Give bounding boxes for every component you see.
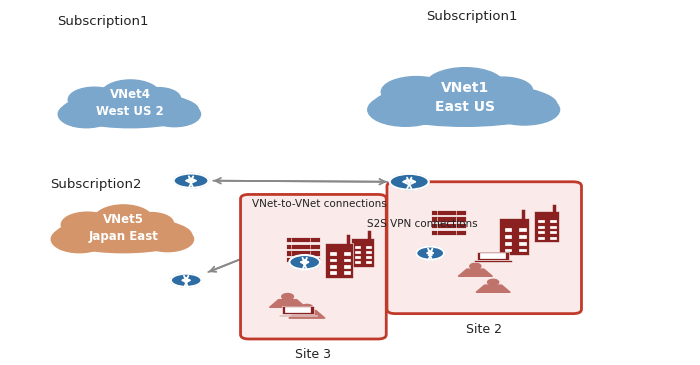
FancyBboxPatch shape (534, 211, 559, 242)
FancyBboxPatch shape (330, 272, 337, 275)
FancyBboxPatch shape (477, 251, 509, 260)
Text: Subscription1: Subscription1 (426, 10, 518, 23)
FancyBboxPatch shape (366, 261, 372, 264)
FancyBboxPatch shape (538, 231, 545, 234)
FancyBboxPatch shape (330, 259, 337, 262)
FancyBboxPatch shape (351, 238, 374, 267)
FancyBboxPatch shape (344, 265, 351, 269)
FancyBboxPatch shape (330, 253, 337, 256)
FancyBboxPatch shape (519, 242, 527, 246)
FancyBboxPatch shape (431, 216, 466, 222)
Ellipse shape (289, 255, 320, 269)
FancyBboxPatch shape (286, 250, 321, 255)
Ellipse shape (174, 173, 209, 188)
Ellipse shape (136, 88, 181, 109)
Text: VNet5
Japan East: VNet5 Japan East (88, 213, 158, 243)
FancyBboxPatch shape (505, 242, 512, 246)
Text: Subscription1: Subscription1 (57, 15, 148, 28)
FancyBboxPatch shape (344, 259, 351, 262)
Ellipse shape (68, 87, 120, 112)
FancyBboxPatch shape (538, 237, 545, 240)
Ellipse shape (62, 92, 199, 128)
FancyBboxPatch shape (499, 218, 529, 256)
FancyBboxPatch shape (480, 253, 506, 259)
FancyBboxPatch shape (325, 242, 354, 278)
Ellipse shape (62, 212, 113, 237)
Ellipse shape (390, 174, 429, 190)
FancyBboxPatch shape (519, 228, 527, 232)
Ellipse shape (473, 77, 533, 104)
Ellipse shape (93, 205, 153, 236)
FancyBboxPatch shape (519, 235, 527, 239)
FancyBboxPatch shape (355, 251, 360, 254)
Ellipse shape (416, 246, 444, 260)
FancyBboxPatch shape (286, 237, 321, 242)
FancyBboxPatch shape (550, 220, 556, 223)
Ellipse shape (382, 77, 452, 107)
Ellipse shape (51, 226, 107, 253)
FancyBboxPatch shape (519, 249, 527, 253)
Text: VNet-to-VNet connections: VNet-to-VNet connections (253, 199, 387, 209)
FancyBboxPatch shape (279, 315, 316, 316)
FancyBboxPatch shape (387, 182, 582, 314)
FancyBboxPatch shape (550, 237, 556, 240)
Ellipse shape (141, 227, 194, 251)
FancyBboxPatch shape (286, 244, 321, 249)
FancyBboxPatch shape (505, 235, 512, 239)
Ellipse shape (148, 102, 200, 127)
Polygon shape (270, 300, 306, 307)
Text: VNet4
West US 2: VNet4 West US 2 (97, 88, 164, 118)
FancyBboxPatch shape (241, 195, 386, 339)
Circle shape (281, 293, 293, 300)
FancyBboxPatch shape (431, 210, 466, 215)
Circle shape (470, 263, 481, 269)
FancyBboxPatch shape (330, 265, 337, 269)
Ellipse shape (373, 83, 557, 126)
Circle shape (301, 304, 313, 311)
FancyBboxPatch shape (282, 306, 314, 314)
FancyBboxPatch shape (431, 223, 466, 228)
FancyBboxPatch shape (366, 246, 372, 249)
Ellipse shape (58, 101, 114, 128)
Ellipse shape (489, 95, 559, 125)
Ellipse shape (171, 274, 202, 287)
Text: Site 3: Site 3 (295, 348, 331, 361)
Text: S2S VPN connections: S2S VPN connections (368, 219, 478, 229)
Ellipse shape (424, 68, 505, 106)
Polygon shape (458, 269, 492, 276)
Ellipse shape (368, 93, 443, 126)
FancyBboxPatch shape (355, 261, 360, 264)
Text: Subscription2: Subscription2 (50, 178, 141, 191)
Circle shape (487, 279, 498, 285)
FancyBboxPatch shape (344, 272, 351, 275)
FancyBboxPatch shape (550, 226, 556, 229)
Ellipse shape (100, 80, 160, 111)
Polygon shape (289, 311, 325, 318)
FancyBboxPatch shape (538, 226, 545, 229)
Text: Site 2: Site 2 (466, 323, 502, 336)
FancyBboxPatch shape (355, 256, 360, 259)
Polygon shape (476, 285, 510, 292)
FancyBboxPatch shape (475, 260, 512, 262)
FancyBboxPatch shape (366, 251, 372, 254)
Ellipse shape (130, 212, 174, 234)
FancyBboxPatch shape (431, 230, 466, 235)
FancyBboxPatch shape (505, 228, 512, 232)
FancyBboxPatch shape (355, 246, 360, 249)
FancyBboxPatch shape (538, 220, 545, 223)
Ellipse shape (55, 218, 192, 253)
FancyBboxPatch shape (550, 231, 556, 234)
Text: VNet1
East US: VNet1 East US (435, 81, 495, 114)
FancyBboxPatch shape (366, 256, 372, 259)
FancyBboxPatch shape (286, 257, 321, 262)
FancyBboxPatch shape (285, 307, 311, 313)
FancyBboxPatch shape (505, 249, 512, 253)
FancyBboxPatch shape (344, 253, 351, 256)
